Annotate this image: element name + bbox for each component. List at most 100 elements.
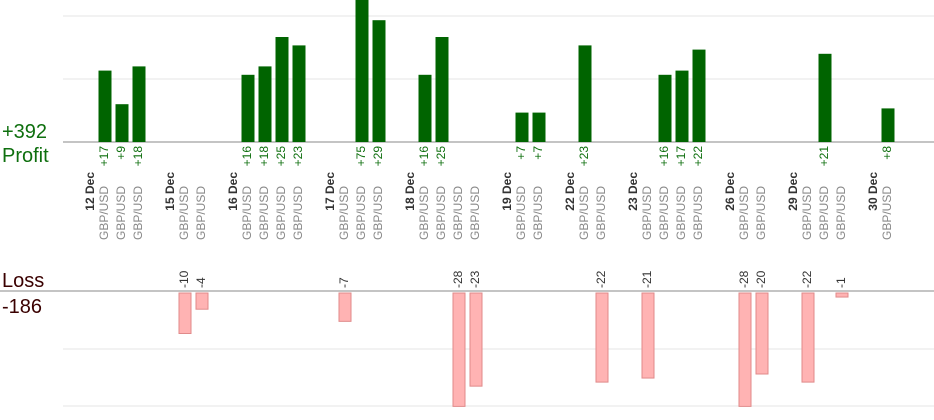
pair-label: GBP/USD: [640, 186, 654, 240]
gridlines: [63, 15, 934, 407]
loss-bar: [338, 292, 352, 322]
profit-bar: [881, 108, 895, 142]
profit-bar: [132, 66, 146, 142]
profit-bar: [435, 37, 449, 142]
profit-value-label: +18: [257, 146, 271, 167]
pair-label: GBP/USD: [468, 186, 482, 240]
pair-label: GBP/USD: [800, 186, 814, 240]
date-label: 22 Dec: [563, 172, 577, 211]
profit-bar: [115, 104, 129, 142]
pair-label: GBP/USD: [371, 186, 385, 240]
loss-value-label: -10: [177, 270, 191, 288]
pair-label: GBP/USD: [817, 186, 831, 240]
profit-bar: [275, 37, 289, 142]
profit-bar: [241, 74, 255, 142]
loss-bar: [801, 292, 815, 383]
pair-label: GBP/USD: [274, 186, 288, 240]
date-label: 19 Dec: [500, 172, 514, 211]
profit-value-label: +16: [240, 146, 254, 167]
profit-bar: [355, 0, 369, 142]
loss-value-label: -21: [640, 270, 654, 288]
pair-label: GBP/USD: [291, 186, 305, 240]
profit-bar: [658, 74, 672, 142]
loss-value-label: -28: [737, 270, 751, 288]
date-label: 23 Dec: [626, 172, 640, 211]
profit-bar: [675, 70, 689, 142]
pair-label: GBP/USD: [354, 186, 368, 240]
loss-value-label: -4: [194, 277, 208, 288]
profit-bar: [818, 53, 832, 142]
loss-bar: [595, 292, 609, 383]
profit-value-label: +7: [514, 146, 528, 160]
loss-bar: [835, 292, 849, 298]
pair-label: GBP/USD: [531, 186, 545, 240]
loss-value-label: -22: [800, 270, 814, 288]
profit-value-label: +17: [97, 146, 111, 167]
pair-label: GBP/USD: [434, 186, 448, 240]
loss-value-label: -28: [451, 270, 465, 288]
pair-label: GBP/USD: [451, 186, 465, 240]
date-label: 29 Dec: [786, 172, 800, 211]
loss-value-label: -23: [468, 270, 482, 288]
loss-bar: [178, 292, 192, 334]
profit-bar: [532, 112, 546, 142]
profit-value-label: +9: [114, 146, 128, 160]
pair-label: GBP/USD: [691, 186, 705, 240]
loss-bar: [755, 292, 769, 375]
loss-total: -186: [2, 296, 43, 318]
pair-label: GBP/USD: [177, 186, 191, 240]
profit-bar: [692, 49, 706, 142]
profit-value-label: +8: [880, 146, 894, 160]
loss-value-label: -20: [754, 270, 768, 288]
profit-bar: [258, 66, 272, 142]
pair-label: GBP/USD: [880, 186, 894, 240]
loss-bar: [469, 292, 483, 387]
pair-label: GBP/USD: [514, 186, 528, 240]
profit-label: Profit: [2, 145, 49, 167]
pair-label: GBP/USD: [417, 186, 431, 240]
profit-value-label: +21: [817, 146, 831, 167]
loss-bar: [195, 292, 209, 310]
profit-value-label: +16: [657, 146, 671, 167]
profit-bar: [98, 70, 112, 142]
date-label: 30 Dec: [866, 172, 880, 211]
profit-value-label: +18: [131, 146, 145, 167]
pair-label: GBP/USD: [194, 186, 208, 240]
loss-value-label: -1: [834, 277, 848, 288]
loss-bar: [738, 292, 752, 407]
date-label: 12 Dec: [83, 172, 97, 211]
pair-label: GBP/USD: [257, 186, 271, 240]
profit-value-label: +22: [691, 146, 705, 167]
pair-label: GBP/USD: [657, 186, 671, 240]
pair-label: GBP/USD: [240, 186, 254, 240]
pair-label: GBP/USD: [114, 186, 128, 240]
profit-bar: [578, 45, 592, 142]
loss-value-label: -7: [337, 277, 351, 288]
profit-total: +392: [2, 121, 48, 143]
pair-label: GBP/USD: [577, 186, 591, 240]
pair-label: GBP/USD: [834, 186, 848, 240]
loss-value-label: -22: [594, 270, 608, 288]
profit-value-label: +16: [417, 146, 431, 167]
date-label: 26 Dec: [723, 172, 737, 211]
date-label: 17 Dec: [323, 172, 337, 211]
loss-bar: [641, 292, 655, 379]
pair-label: GBP/USD: [337, 186, 351, 240]
date-label: 15 Dec: [163, 172, 177, 211]
date-label: 16 Dec: [226, 172, 240, 211]
pair-label: GBP/USD: [131, 186, 145, 240]
profit-value-label: +25: [274, 146, 288, 167]
profit-bar: [292, 45, 306, 142]
pair-label: GBP/USD: [594, 186, 608, 240]
loss-bar: [452, 292, 466, 407]
profit-value-label: +7: [531, 146, 545, 160]
profit-value-label: +29: [371, 146, 385, 167]
date-label: 18 Dec: [403, 172, 417, 211]
profit-value-label: +25: [434, 146, 448, 167]
profit-bar: [515, 112, 529, 142]
profit-value-label: +75: [354, 146, 368, 167]
pair-label: GBP/USD: [754, 186, 768, 240]
profit-bar: [418, 74, 432, 142]
pair-label: GBP/USD: [97, 186, 111, 240]
